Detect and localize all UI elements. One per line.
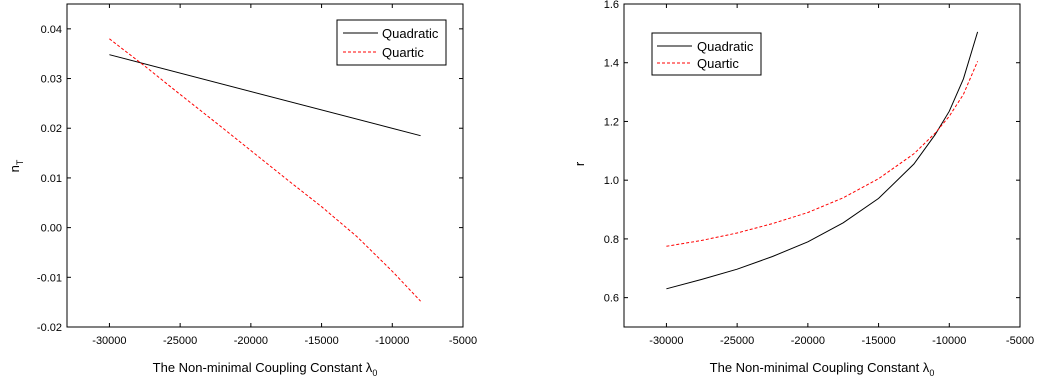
- x-tick-label: -5000: [449, 335, 477, 347]
- y-tick-label: 1.0: [604, 175, 619, 187]
- y-tick-label: 0.01: [41, 173, 62, 185]
- y-ticks: -0.02 -0.01 0.00 0.01 0.02 0.03 0.04: [37, 24, 463, 334]
- y-tick-label: 1.4: [604, 58, 619, 70]
- x-tick-label: -10000: [932, 335, 966, 347]
- series-group: [109, 38, 421, 302]
- y-tick-label: 0.04: [41, 24, 62, 36]
- y-tick-label: -0.01: [37, 272, 62, 284]
- legend-box: [336, 19, 447, 66]
- plot-frame: [623, 3, 1021, 328]
- y-tick-label: 1.2: [604, 116, 619, 128]
- x-ticks: -30000 -25000 -20000 -15000 -10000 -5000: [649, 4, 1034, 347]
- legend-label-quadratic: Quadratic: [382, 26, 439, 41]
- x-tick-label: -30000: [649, 335, 683, 347]
- legend: Quadratic Quartic: [336, 19, 447, 66]
- series-line-quartic: [109, 38, 421, 302]
- x-axis-label: The Non-minimal Coupling Constant λ0: [710, 360, 935, 378]
- series-group: [666, 31, 979, 290]
- y-axis-label: r: [572, 161, 587, 166]
- x-tick-label: -15000: [861, 335, 895, 347]
- x-tick-label: -30000: [92, 335, 126, 347]
- legend-label-quartic: Quartic: [382, 45, 424, 60]
- chart-r: 0.6 0.8 1.0 1.2 1.4 1.6 -30000 -25000 -20000 -15…: [572, 0, 1034, 378]
- y-tick-label: 0.03: [41, 74, 62, 86]
- x-tick-label: -10000: [375, 335, 409, 347]
- y-ticks: 0.6 0.8 1.0 1.2 1.4 1.6: [604, 0, 1020, 305]
- chart-n-t: -0.02 -0.01 0.00 0.01 0.02 0.03 0.04 -30000 -25…: [7, 3, 477, 378]
- x-tick-label: -25000: [720, 335, 754, 347]
- plot-frame: [66, 3, 464, 328]
- y-tick-label: 0.8: [604, 234, 619, 246]
- y-tick-label: 0.00: [41, 223, 62, 235]
- x-tick-label: -25000: [163, 335, 197, 347]
- x-tick-label: -5000: [1006, 335, 1034, 347]
- x-tick-label: -20000: [791, 335, 825, 347]
- y-tick-label: 1.6: [604, 0, 619, 11]
- legend-label-quadratic: Quadratic: [697, 39, 754, 54]
- series-line-quadratic: [109, 54, 421, 137]
- x-tick-label: -15000: [304, 335, 338, 347]
- y-tick-label: 0.6: [604, 293, 619, 305]
- x-axis-label: The Non-minimal Coupling Constant λ0: [153, 360, 378, 378]
- y-tick-label: 0.02: [41, 123, 62, 135]
- y-tick-label: -0.02: [37, 322, 62, 334]
- y-axis-label: nT: [7, 159, 25, 172]
- legend-label-quartic: Quartic: [697, 56, 739, 71]
- legend: Quadratic Quartic: [651, 32, 762, 76]
- series-line-quadratic: [666, 31, 979, 290]
- legend-box: [651, 32, 762, 76]
- x-tick-label: -20000: [234, 335, 268, 347]
- x-ticks: -30000 -25000 -20000 -15000 -10000 -5000: [92, 4, 477, 347]
- series-line-quartic: [666, 61, 979, 247]
